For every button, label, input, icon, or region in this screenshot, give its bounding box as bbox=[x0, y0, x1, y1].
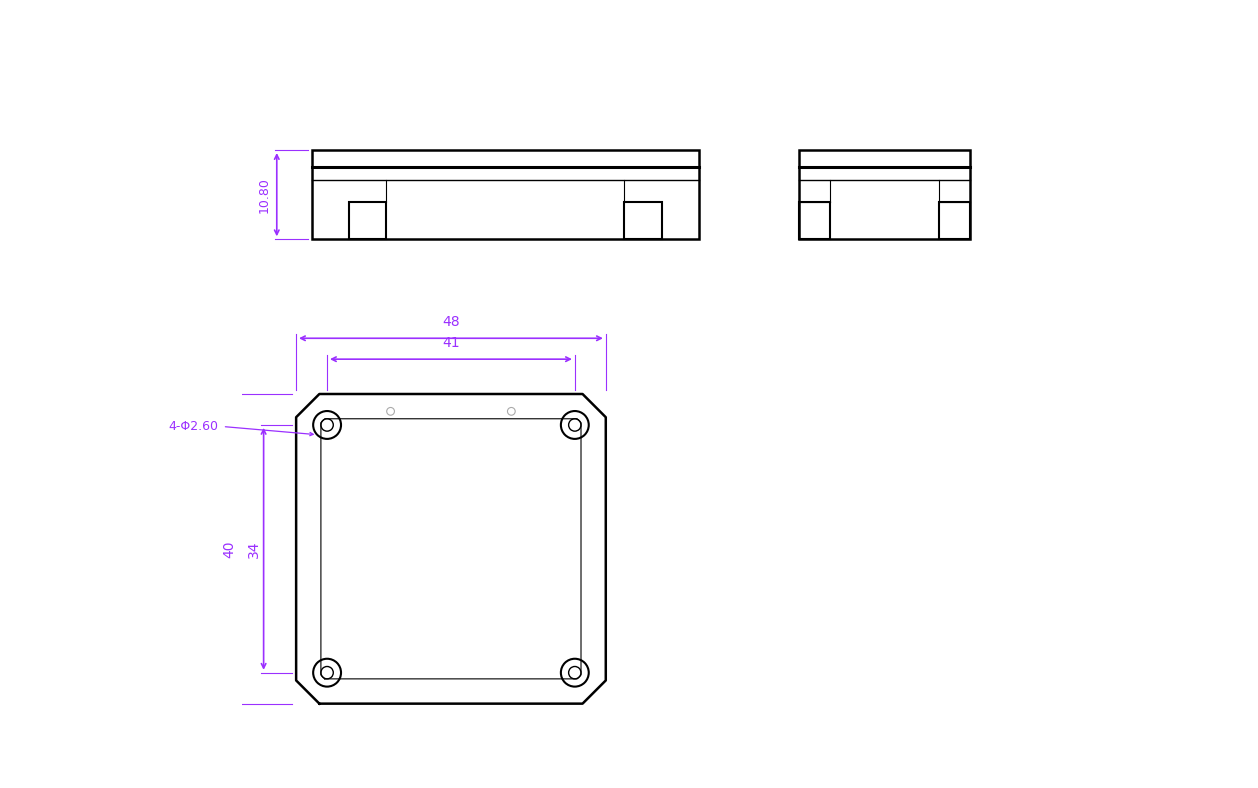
Bar bbox=[799, 202, 830, 240]
Bar bbox=[799, 151, 970, 240]
Text: 41: 41 bbox=[442, 336, 459, 350]
Text: 34: 34 bbox=[248, 540, 262, 558]
Bar bbox=[312, 151, 698, 240]
Text: 48: 48 bbox=[442, 315, 459, 329]
Bar bbox=[624, 202, 662, 240]
Bar bbox=[938, 202, 970, 240]
Text: 10.80: 10.80 bbox=[258, 177, 270, 213]
Text: 40: 40 bbox=[223, 540, 237, 558]
Text: 4-Φ2.60: 4-Φ2.60 bbox=[169, 420, 219, 433]
Bar bbox=[348, 202, 386, 240]
